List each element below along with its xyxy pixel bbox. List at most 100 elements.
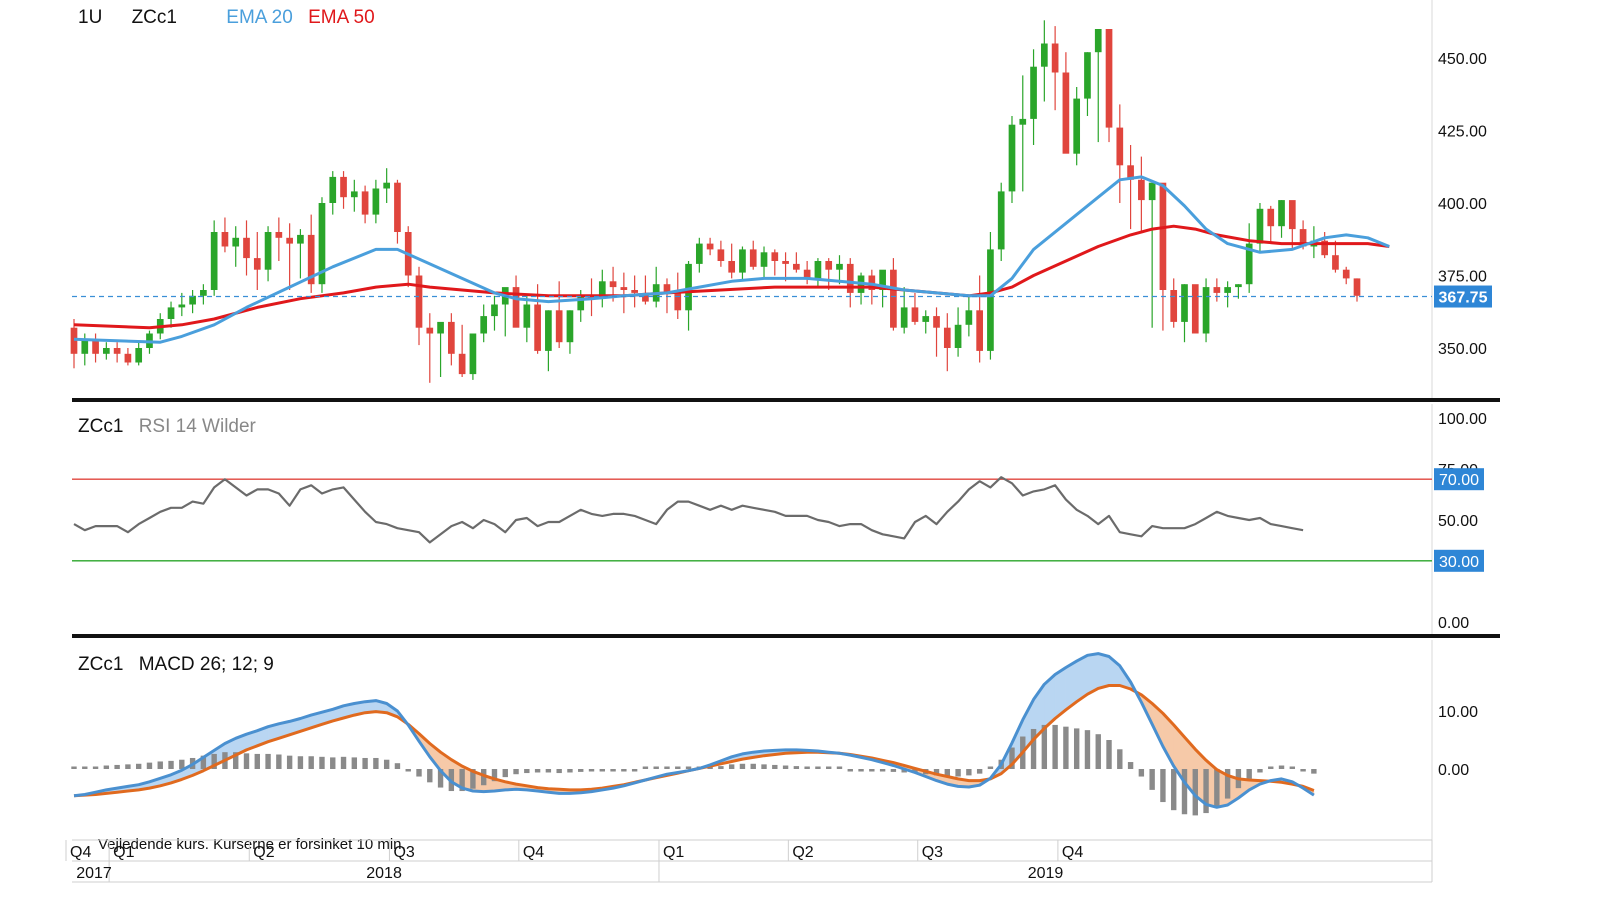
macd-histogram-bar (1160, 769, 1166, 803)
macd-histogram-bar (599, 769, 605, 772)
macd-symbol-label: ZCc1 (78, 654, 124, 675)
candle-body (1181, 284, 1188, 322)
candle-body (771, 252, 779, 261)
candle-body (814, 261, 822, 279)
macd-histogram-bar (976, 769, 983, 774)
year-label: 2019 (1028, 865, 1064, 882)
candle-body (890, 269, 897, 328)
macd-histogram-bar (933, 769, 940, 776)
macd-histogram-bar (394, 763, 401, 769)
candle-body (437, 321, 444, 334)
macd-histogram-bar (631, 769, 638, 772)
macd-histogram-bar (71, 766, 77, 769)
rsi-symbol-label: ZCc1 (78, 416, 124, 437)
candle-body (92, 339, 99, 354)
macd-histogram-bar (642, 766, 649, 769)
macd-histogram-bar (481, 769, 487, 786)
macd-fill-segment (1097, 653, 1110, 689)
macd-histogram-bar (750, 763, 756, 769)
macd-histogram-bar (1149, 769, 1155, 790)
candle-body (1202, 287, 1210, 334)
candle-body (340, 176, 347, 198)
candle-body (545, 310, 552, 351)
macd-histogram-bar (502, 769, 508, 778)
candle-body (458, 353, 466, 375)
quarter-label: Q1 (663, 844, 684, 861)
macd-histogram-bar (966, 769, 972, 776)
candle-body (1245, 243, 1253, 285)
candle-body (739, 249, 746, 273)
candle-body (426, 327, 434, 334)
macd-histogram-bar (1052, 724, 1058, 769)
macd-histogram-bar (588, 769, 595, 772)
price-tick-label: 425.00 (1438, 124, 1487, 141)
macd-histogram-bar (405, 769, 411, 772)
macd-histogram-bar (146, 762, 153, 769)
price-tick-label: 450.00 (1438, 51, 1487, 68)
candle-body (1094, 29, 1102, 53)
candle-body (480, 316, 488, 334)
time-axis: Q4 Q1 Q2 Q3 Q4 Q1 Q2 Q3 Q4 2017 2018 2019 (65, 839, 1433, 883)
candle-body (695, 243, 703, 264)
macd-histogram-bar (233, 752, 239, 769)
macd-histogram-bar (772, 764, 778, 769)
macd-histogram-bar (1214, 769, 1220, 807)
macd-histogram-bar (1117, 749, 1123, 769)
macd-histogram-bar (114, 764, 120, 769)
candle-body (663, 284, 671, 293)
price-panel-header: 1U ZCc1 EMA 20 EMA 50 (78, 7, 385, 29)
macd-histogram-bar (987, 766, 994, 769)
quarter-label: Q4 (523, 844, 544, 861)
candle-body (1332, 255, 1339, 270)
rsi-indicator-label: RSI 14 Wilder (138, 416, 256, 437)
candle-body (933, 316, 940, 328)
macd-histogram-bar (330, 757, 336, 769)
macd-histogram-bar (340, 756, 347, 769)
macd-histogram-bar (1192, 769, 1198, 816)
year-label: 2018 (366, 865, 402, 882)
macd-histogram-bar (1009, 747, 1015, 769)
candle-body (997, 191, 1005, 250)
macd-histogram-bar (1246, 769, 1252, 779)
macd-histogram-bar (1084, 730, 1091, 769)
candle-body (760, 252, 768, 267)
candle-body (189, 295, 196, 305)
candle-body (922, 316, 930, 322)
candle-body (361, 191, 369, 215)
candle-body (749, 249, 757, 267)
rsi-level-marker (1434, 549, 1484, 572)
macd-histogram-bar (1278, 765, 1285, 769)
candle-body (253, 258, 261, 270)
macd-histogram-bar (276, 754, 282, 769)
macd-histogram-bar (1257, 769, 1263, 773)
macd-histogram-bar (308, 756, 314, 769)
rsi-level-marker (1434, 468, 1484, 491)
macd-histogram-bar (319, 756, 325, 769)
candle-body (555, 310, 563, 343)
quarter-label: Q3 (922, 844, 943, 861)
candle-body (1191, 284, 1199, 334)
macd-histogram-bar (286, 755, 293, 769)
candle-body (1213, 287, 1221, 293)
price-panel: 450.00 425.00 400.00 375.00 350.00 367.75 (70, 0, 1500, 402)
macd-histogram-bar (685, 766, 692, 769)
macd-histogram-bar (869, 769, 875, 772)
candle-body (221, 232, 229, 247)
macd-histogram-bar (427, 769, 433, 783)
candle-body (803, 269, 811, 279)
candle-body (415, 275, 423, 328)
candle-body (1321, 240, 1328, 256)
rsi-tick-label: 0.00 (1438, 615, 1469, 632)
macd-histogram-bar (513, 769, 519, 775)
candle-body (1278, 200, 1285, 227)
candle-body (598, 281, 606, 299)
candle-body (1148, 182, 1156, 201)
macd-histogram-bar (1127, 762, 1134, 769)
candle-body (965, 310, 973, 325)
candle-body (383, 182, 391, 189)
macd-histogram-bar (459, 769, 465, 792)
macd-histogram-bar (1030, 728, 1037, 769)
candle-body (1127, 165, 1134, 180)
